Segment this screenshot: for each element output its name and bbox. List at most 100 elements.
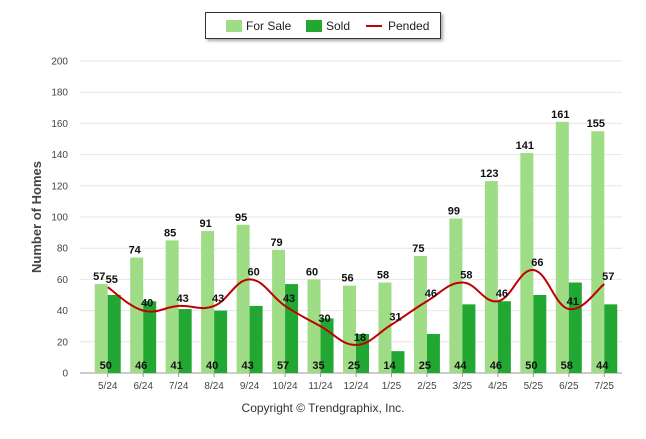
- bar-sold: [178, 309, 192, 373]
- data-label-for-sale: 57: [93, 271, 105, 283]
- y-tick-label: 180: [51, 88, 68, 99]
- bar-sold: [285, 284, 299, 373]
- bar-for-sale: [413, 256, 427, 373]
- data-label-for-sale: 79: [270, 237, 282, 249]
- x-tick-label: 6/25: [559, 381, 579, 392]
- data-label-sold: 40: [206, 360, 218, 372]
- data-label-for-sale: 155: [587, 118, 605, 130]
- bar-for-sale: [484, 181, 498, 373]
- data-label-sold: 14: [383, 360, 396, 372]
- legend-label-for-sale: For Sale: [246, 19, 292, 33]
- x-tick-label: 3/25: [453, 381, 473, 392]
- data-label-pended: 41: [567, 296, 579, 308]
- legend-label-pended: Pended: [388, 19, 430, 33]
- data-label-sold: 43: [241, 360, 253, 372]
- data-label-pended: 30: [318, 313, 330, 325]
- data-label-for-sale: 141: [516, 140, 534, 152]
- data-label-sold: 46: [135, 360, 147, 372]
- y-tick-label: 120: [51, 181, 68, 192]
- bar-for-sale: [201, 231, 215, 373]
- data-label-pended: 66: [531, 257, 543, 269]
- y-tick-label: 100: [51, 213, 68, 224]
- data-label-sold: 44: [596, 360, 609, 372]
- data-label-sold: 44: [454, 360, 467, 372]
- data-label-pended: 58: [460, 270, 472, 282]
- data-label-pended: 46: [496, 288, 508, 300]
- data-label-for-sale: 58: [377, 270, 389, 282]
- data-label-sold: 25: [419, 360, 431, 372]
- data-label-for-sale: 95: [235, 212, 247, 224]
- data-label-pended: 60: [247, 266, 259, 278]
- data-label-pended: 55: [106, 274, 118, 286]
- bar-sold: [214, 310, 228, 373]
- bar-for-sale: [272, 249, 286, 373]
- x-tick-label: 6/24: [133, 381, 153, 392]
- x-tick-label: 4/25: [488, 381, 508, 392]
- bar-sold: [462, 304, 476, 373]
- bar-sold: [107, 295, 121, 373]
- bar-sold: [604, 304, 618, 373]
- x-tick-label: 12/24: [343, 381, 368, 392]
- bar-for-sale: [449, 218, 463, 373]
- y-tick-label: 200: [51, 57, 68, 68]
- bar-for-sale: [555, 121, 569, 373]
- bar-for-sale: [378, 282, 392, 373]
- data-label-for-sale: 75: [412, 243, 424, 255]
- data-label-for-sale: 85: [164, 227, 176, 239]
- bar-sold: [249, 305, 263, 373]
- y-tick-label: 160: [51, 119, 68, 130]
- y-axis-title: Number of Homes: [29, 161, 44, 273]
- x-tick-label: 7/24: [169, 381, 189, 392]
- y-tick-label: 140: [51, 150, 68, 161]
- legend-swatch-sold: [306, 20, 322, 32]
- bar-sold: [143, 301, 157, 373]
- bar-for-sale: [307, 279, 321, 373]
- y-tick-label: 60: [57, 275, 69, 286]
- bar-sold: [497, 301, 511, 373]
- data-label-sold: 50: [100, 360, 112, 372]
- x-tick-label: 9/24: [240, 381, 260, 392]
- x-tick-label: 7/25: [595, 381, 615, 392]
- data-label-sold: 46: [490, 360, 502, 372]
- data-label-for-sale: 60: [306, 266, 318, 278]
- x-tick-label: 1/25: [382, 381, 402, 392]
- data-label-for-sale: 91: [200, 218, 212, 230]
- data-label-pended: 46: [425, 288, 437, 300]
- legend-label-sold: Sold: [326, 19, 351, 33]
- data-label-pended: 43: [212, 293, 224, 305]
- bar-sold: [533, 295, 547, 373]
- bar-for-sale: [343, 285, 356, 373]
- copyright-footer: Copyright © Trendgraphix, Inc.: [241, 401, 405, 415]
- legend-swatch-pended: [366, 25, 382, 27]
- chart-legend: For Sale Sold Pended: [205, 12, 441, 39]
- data-label-pended: 43: [283, 293, 295, 305]
- data-label-sold: 57: [277, 360, 289, 372]
- x-tick-label: 11/24: [308, 381, 333, 392]
- x-tick-label: 10/24: [273, 381, 298, 392]
- data-label-sold: 50: [525, 360, 537, 372]
- bar-for-sale: [94, 284, 108, 373]
- x-tick-label: 2/25: [417, 381, 437, 392]
- data-label-pended: 31: [389, 312, 401, 324]
- legend-swatch-for-sale: [226, 20, 242, 32]
- data-label-sold: 58: [561, 360, 573, 372]
- y-tick-label: 20: [57, 337, 69, 348]
- data-label-for-sale: 74: [129, 245, 142, 257]
- bar-sold: [426, 334, 440, 373]
- data-label-pended: 57: [602, 271, 614, 283]
- bar-for-sale: [591, 131, 605, 373]
- bar-for-sale: [520, 153, 534, 373]
- data-label-for-sale: 161: [551, 109, 569, 121]
- y-tick-label: 40: [57, 306, 69, 317]
- data-label-for-sale: 56: [341, 273, 353, 285]
- series-line-pended: [107, 269, 605, 346]
- data-label-sold: 41: [171, 360, 183, 372]
- x-tick-label: 5/25: [524, 381, 544, 392]
- y-tick-label: 0: [62, 369, 68, 380]
- data-label-pended: 18: [354, 332, 366, 344]
- bar-for-sale: [236, 224, 250, 373]
- data-label-pended: 43: [177, 293, 189, 305]
- bar-sold: [391, 351, 405, 373]
- bar-sold: [568, 282, 582, 373]
